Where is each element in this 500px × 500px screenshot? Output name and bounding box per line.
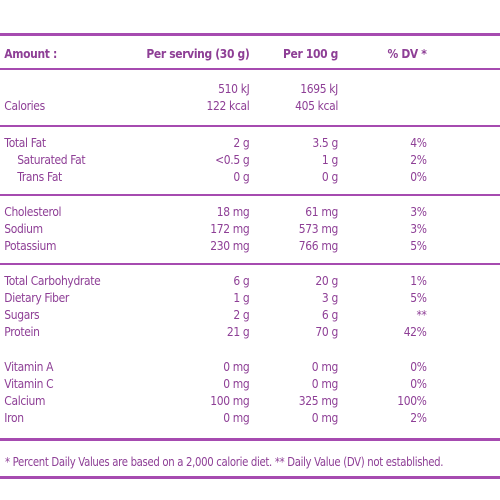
header-rule — [0, 68, 500, 70]
nutrient-name: Total Carbohydrate — [4, 273, 101, 288]
per-100g-value: 766 mg — [298, 238, 339, 253]
per-100g-value: 1 g — [321, 152, 338, 167]
per-serving-value: 6 g — [233, 273, 250, 288]
per-100g-value: 20 g — [315, 273, 338, 288]
per-serving-value: 230 mg — [210, 238, 250, 253]
dv-value: 5% — [410, 238, 427, 253]
nutrient-row: Calcium 100 mg 325 mg 100% — [0, 392, 430, 409]
nutrient-name: Sugars — [4, 307, 40, 322]
nutrient-name: Sodium — [4, 221, 43, 236]
nutrient-name: Total Fat — [4, 135, 46, 150]
per-100g-value: 0 g — [321, 169, 338, 184]
nutrient-name: Trans Fat — [17, 169, 62, 184]
nutrient-row: Saturated Fat <0.5 g 1 g 2% — [0, 151, 430, 168]
kj-per-100g: 1695 kJ — [300, 81, 338, 96]
nutrient-name: Potassium — [4, 238, 57, 253]
nutrient-name: Cholesterol — [4, 204, 62, 219]
dv-value: 0% — [410, 359, 427, 374]
per-100g-value: 3.5 g — [312, 135, 338, 150]
dv-value: 3% — [410, 204, 427, 219]
dv-value: 2% — [410, 152, 427, 167]
per-serving-value: 100 mg — [210, 393, 250, 408]
per-serving-value: 2 g — [233, 307, 250, 322]
dv-value: 4% — [410, 135, 427, 150]
section-rule — [0, 263, 500, 265]
per-100g-value: 0 mg — [311, 410, 339, 425]
nutrient-name: Vitamin A — [4, 359, 54, 374]
footnote: * Percent Daily Values are based on a 2,… — [5, 454, 444, 469]
nutrient-name: Calcium — [4, 393, 46, 408]
dv-value: 100% — [397, 393, 427, 408]
nutrient-row: Vitamin A 0 mg 0 mg 0% — [0, 358, 430, 375]
per-100g-value: 0 mg — [311, 359, 339, 374]
kcal-per-100g: 405 kcal — [295, 98, 338, 113]
per-serving-value: 21 g — [226, 324, 250, 339]
nutrient-name: Protein — [4, 324, 40, 339]
dv-value: 3% — [410, 221, 427, 236]
nutrient-row: Total Carbohydrate 6 g 20 g 1% — [0, 272, 430, 289]
per-100g-value: 6 g — [321, 307, 338, 322]
calories-row: Calories 122 kcal 405 kcal — [0, 97, 430, 114]
dv-value: 42% — [403, 324, 427, 339]
per-serving-value: 0 mg — [223, 410, 250, 425]
nutrient-name: Vitamin C — [4, 376, 54, 391]
nutrient-row: Potassium 230 mg 766 mg 5% — [0, 237, 430, 254]
per-serving-value: <0.5 g — [215, 152, 250, 167]
per-serving-value: 0 mg — [223, 359, 250, 374]
per-100g-value: 61 mg — [305, 204, 338, 219]
header-per-100g: Per 100 g — [282, 46, 338, 61]
dv-value: 5% — [410, 290, 427, 305]
per-serving-value: 1 g — [233, 290, 250, 305]
footnote-rule — [0, 438, 500, 441]
nutrient-row: Sugars 2 g 6 g ** — [0, 306, 430, 323]
header-row: Amount : Per serving (30 g) Per 100 g % … — [0, 45, 430, 62]
section-rule — [0, 125, 500, 127]
nutrient-row: Iron 0 mg 0 mg 2% — [0, 409, 430, 426]
per-serving-value: 18 mg — [216, 204, 250, 219]
nutrient-name: Dietary Fiber — [4, 290, 69, 305]
per-100g-value: 573 mg — [298, 221, 339, 236]
nutrient-row: Total Fat 2 g 3.5 g 4% — [0, 134, 430, 151]
header-amount: Amount : — [4, 46, 57, 61]
per-serving-value: 0 mg — [223, 376, 250, 391]
nutrient-name: Iron — [4, 410, 24, 425]
per-serving-value: 2 g — [233, 135, 250, 150]
per-serving-value: 0 g — [233, 169, 250, 184]
nutrient-row: Cholesterol 18 mg 61 mg 3% — [0, 203, 430, 220]
kj-per-serving: 510 kJ — [218, 81, 250, 96]
per-100g-value: 0 mg — [311, 376, 339, 391]
header-per-serving: Per serving (30 g) — [146, 46, 250, 61]
kcal-per-serving: 122 kcal — [206, 98, 250, 113]
header-dv: % DV * — [387, 46, 427, 61]
nutrient-row: Dietary Fiber 1 g 3 g 5% — [0, 289, 430, 306]
energy-kj-row: 510 kJ 1695 kJ — [0, 80, 430, 97]
per-100g-value: 3 g — [321, 290, 338, 305]
bottom-rule — [0, 476, 500, 479]
per-100g-value: 325 mg — [298, 393, 339, 408]
per-serving-value: 172 mg — [210, 221, 250, 236]
dv-value: 0% — [410, 169, 427, 184]
nutrient-row: Sodium 172 mg 573 mg 3% — [0, 220, 430, 237]
dv-value: 1% — [410, 273, 427, 288]
dv-value: 2% — [410, 410, 427, 425]
nutrient-name: Saturated Fat — [17, 152, 86, 167]
top-rule — [0, 33, 500, 36]
dv-value: 0% — [410, 376, 427, 391]
nutrient-row: Protein 21 g 70 g 42% — [0, 323, 430, 340]
nutrient-row: Trans Fat 0 g 0 g 0% — [0, 168, 430, 185]
calories-label: Calories — [4, 98, 45, 113]
dv-value: ** — [416, 307, 427, 322]
per-100g-value: 70 g — [315, 324, 338, 339]
nutrient-row: Vitamin C 0 mg 0 mg 0% — [0, 375, 430, 392]
section-rule — [0, 194, 500, 196]
